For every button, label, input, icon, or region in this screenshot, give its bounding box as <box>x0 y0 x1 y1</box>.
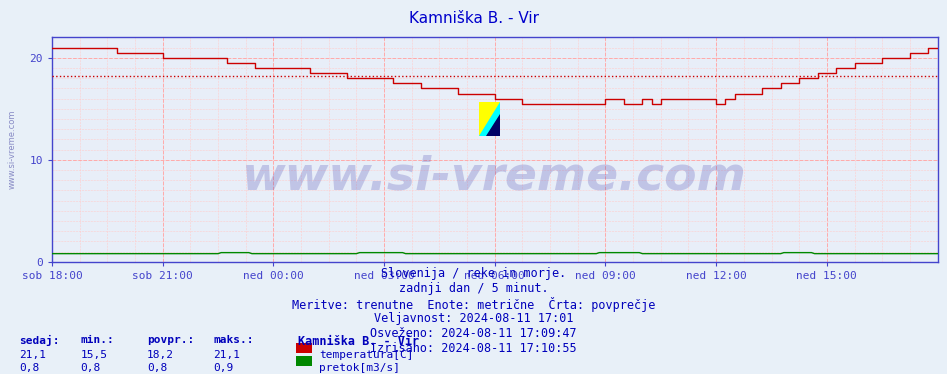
Polygon shape <box>479 102 500 136</box>
Text: www.si-vreme.com: www.si-vreme.com <box>8 110 17 189</box>
Text: maks.:: maks.: <box>213 335 254 345</box>
Text: Izrisano: 2024-08-11 17:10:55: Izrisano: 2024-08-11 17:10:55 <box>370 342 577 355</box>
Text: Slovenija / reke in morje.: Slovenija / reke in morje. <box>381 267 566 280</box>
Text: zadnji dan / 5 minut.: zadnji dan / 5 minut. <box>399 282 548 295</box>
Text: povpr.:: povpr.: <box>147 335 194 345</box>
Text: 18,2: 18,2 <box>147 350 174 360</box>
Text: www.si-vreme.com: www.si-vreme.com <box>242 154 747 199</box>
Text: 0,8: 0,8 <box>147 363 167 373</box>
Text: Kamniška B. - Vir: Kamniška B. - Vir <box>408 11 539 26</box>
Text: Veljavnost: 2024-08-11 17:01: Veljavnost: 2024-08-11 17:01 <box>374 312 573 325</box>
Text: 0,8: 0,8 <box>80 363 100 373</box>
Polygon shape <box>479 102 500 136</box>
Text: temperatura[C]: temperatura[C] <box>319 350 414 360</box>
Text: 0,8: 0,8 <box>19 363 39 373</box>
Text: pretok[m3/s]: pretok[m3/s] <box>319 363 401 373</box>
Text: Kamniška B. - Vir: Kamniška B. - Vir <box>298 335 420 348</box>
Text: sedaj:: sedaj: <box>19 335 60 346</box>
Text: 21,1: 21,1 <box>19 350 46 360</box>
Polygon shape <box>487 114 500 136</box>
Text: Osveženo: 2024-08-11 17:09:47: Osveženo: 2024-08-11 17:09:47 <box>370 327 577 340</box>
Text: Meritve: trenutne  Enote: metrične  Črta: povprečje: Meritve: trenutne Enote: metrične Črta: … <box>292 297 655 312</box>
Text: 15,5: 15,5 <box>80 350 108 360</box>
Text: min.:: min.: <box>80 335 115 345</box>
Text: 0,9: 0,9 <box>213 363 233 373</box>
Text: 21,1: 21,1 <box>213 350 241 360</box>
